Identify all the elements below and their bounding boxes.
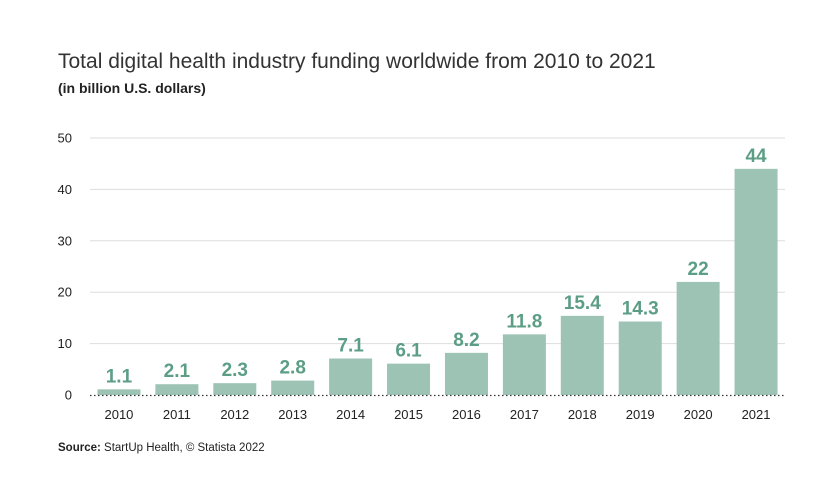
value-label: 11.8	[506, 311, 542, 332]
bar-2014	[329, 358, 373, 395]
source-note: Source: StartUp Health, © Statista 2022	[58, 442, 265, 454]
source-label: Source:	[58, 442, 101, 454]
value-label: 1.1	[106, 366, 133, 387]
bar-2015	[387, 363, 431, 395]
y-tick-label: 0	[65, 388, 72, 403]
bar-2020	[676, 281, 720, 395]
value-label: 14.3	[622, 298, 659, 319]
bar-2011	[155, 384, 199, 395]
value-label: 6.1	[395, 341, 422, 362]
gridlines	[90, 137, 785, 345]
bar-2018	[560, 315, 604, 395]
chart-subtitle: (in billion U.S. dollars)	[58, 80, 206, 96]
bars	[97, 168, 778, 395]
y-tick-label: 40	[58, 182, 72, 197]
bar-2013	[271, 380, 315, 395]
value-label: 7.1	[337, 336, 364, 357]
value-label: 44	[745, 146, 767, 167]
y-tick-label: 50	[58, 131, 72, 146]
value-label: 15.4	[564, 293, 601, 314]
bar-2016	[444, 352, 488, 395]
x-tick-label: 2014	[336, 407, 365, 422]
x-tick-label: 2010	[104, 407, 133, 422]
value-labels: 1.1 2.1 2.3 2.8 7.1 6.1 8.2 11.8 15.4 14.3 22 44	[106, 146, 767, 388]
source-text: StartUp Health, © Statista 2022	[104, 442, 265, 454]
x-axis-ticks: 2010 2011 2012 2013 2014 2015 2016 2017 2018 2019…	[104, 407, 770, 422]
bar-2019	[618, 321, 662, 395]
x-tick-label: 2018	[568, 407, 597, 422]
x-tick-label: 2013	[278, 407, 307, 422]
x-tick-label: 2011	[163, 407, 191, 422]
x-tick-label: 2020	[684, 407, 713, 422]
value-label: 2.3	[222, 360, 248, 381]
y-tick-label: 20	[58, 285, 72, 300]
value-label: 22	[688, 259, 709, 280]
value-label: 2.8	[279, 358, 305, 379]
y-tick-label: 30	[58, 233, 72, 248]
bar-2017	[502, 334, 546, 395]
value-label: 8.2	[453, 330, 479, 351]
x-tick-label: 2012	[220, 407, 249, 422]
chart-title: Total digital health industry funding wo…	[58, 50, 656, 73]
x-tick-label: 2019	[626, 407, 655, 422]
bar-2012	[213, 383, 257, 395]
y-tick-label: 10	[58, 336, 72, 351]
x-tick-label: 2017	[510, 407, 539, 422]
bar-2010	[97, 389, 141, 395]
bar-2021	[734, 168, 778, 395]
x-tick-label: 2015	[394, 407, 423, 422]
x-tick-label: 2021	[742, 407, 771, 422]
y-axis-ticks: 0 10 20 30 40 50	[58, 131, 72, 403]
value-label: 2.1	[164, 361, 191, 382]
x-tick-label: 2016	[452, 407, 481, 422]
